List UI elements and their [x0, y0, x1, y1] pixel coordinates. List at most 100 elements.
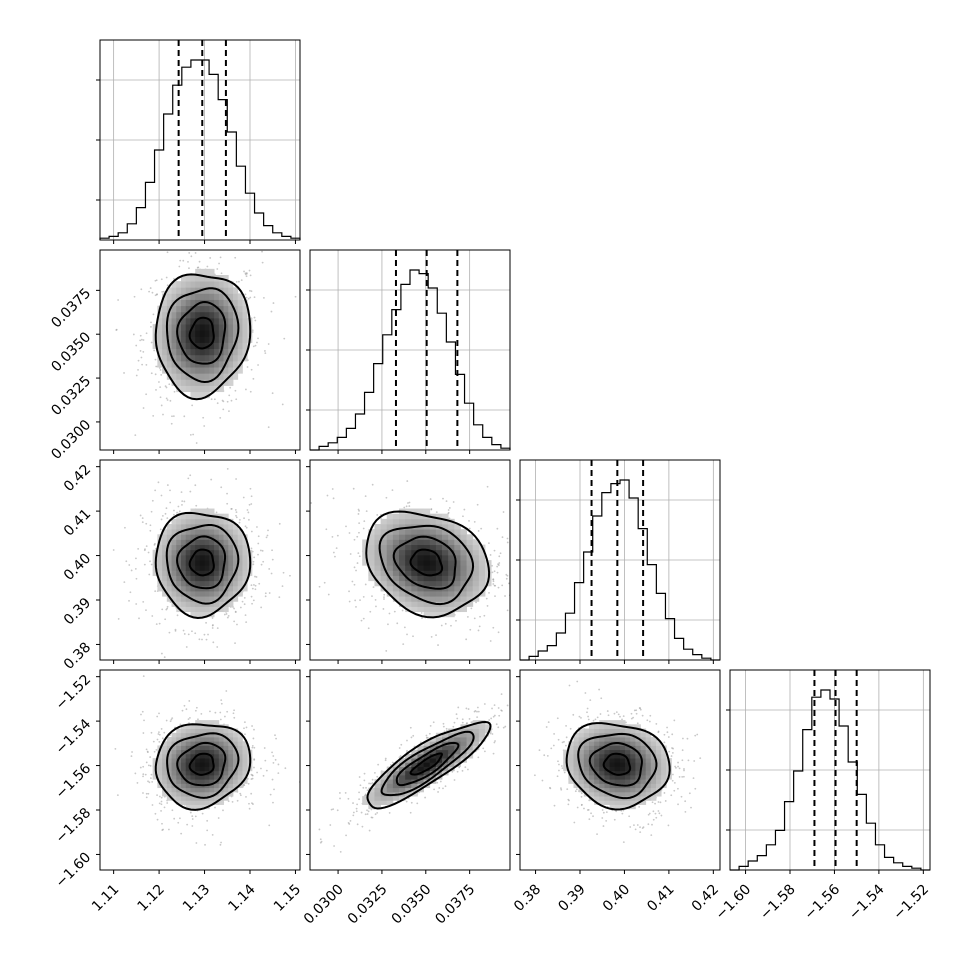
density-cell	[466, 570, 474, 576]
density-cell	[405, 601, 412, 607]
scatter-point	[477, 629, 480, 632]
density-cell	[199, 311, 206, 319]
scatter-point	[244, 272, 247, 275]
density-cell	[195, 741, 201, 746]
density-cell	[237, 529, 243, 535]
scatter-point	[486, 605, 489, 607]
density-cell	[209, 544, 215, 551]
density-cell	[171, 518, 177, 525]
density-cell	[171, 317, 177, 325]
scatter-point	[230, 399, 233, 402]
scatter-point	[183, 704, 186, 707]
scatter-point	[180, 832, 183, 835]
density-cell	[214, 745, 220, 751]
density-cell	[190, 580, 196, 587]
scatter-point	[191, 404, 194, 407]
scatter-point	[205, 621, 207, 624]
scatter-point	[187, 718, 190, 721]
density-cell	[195, 367, 201, 374]
density-cell	[399, 560, 406, 566]
density-cell	[233, 560, 239, 566]
scatter-point	[215, 511, 218, 514]
density-cell	[405, 596, 412, 602]
scatter-point	[144, 773, 147, 776]
scatter-point	[521, 597, 523, 599]
density-cell	[233, 732, 239, 738]
density-cell	[185, 385, 191, 393]
density-cell	[233, 758, 239, 763]
density-cell	[223, 299, 229, 307]
density-cell	[185, 732, 191, 738]
density-cell	[199, 779, 206, 784]
scatter-point	[160, 803, 163, 806]
density-cell	[233, 591, 239, 597]
density-cell	[417, 575, 424, 582]
density-cell	[442, 524, 449, 530]
scatter-point	[159, 386, 162, 389]
scatter-point	[368, 829, 371, 832]
scatter-point	[185, 708, 188, 711]
scatter-point	[145, 393, 148, 396]
scatter-point	[187, 260, 189, 263]
density-cell	[190, 391, 196, 399]
density-cell	[454, 560, 461, 566]
density-cell	[181, 342, 187, 350]
scatter-point	[348, 532, 351, 534]
scatter-point	[211, 833, 214, 836]
density-cell	[218, 745, 224, 751]
density-cell	[209, 565, 215, 571]
scatter-point	[179, 259, 182, 262]
scatter-point	[154, 373, 157, 376]
scatter-point	[254, 319, 257, 322]
scatter-point	[326, 494, 329, 497]
density-cell	[242, 305, 248, 313]
scatter-point	[473, 617, 476, 620]
hist-panel-3	[726, 669, 931, 874]
density-cell	[195, 544, 201, 551]
density-cell	[233, 753, 239, 759]
scatter-point	[407, 502, 409, 504]
density-cell	[466, 596, 474, 602]
density-cell	[195, 724, 201, 729]
density-cell	[190, 791, 196, 797]
density-cell	[195, 513, 201, 520]
density-cell	[237, 311, 243, 319]
density-cell	[214, 720, 220, 725]
density-cell	[392, 549, 400, 556]
density-cell	[214, 565, 220, 571]
scatter-point	[194, 815, 197, 818]
scatter-point	[442, 722, 445, 725]
scatter-point	[355, 807, 358, 810]
density-cell	[166, 745, 172, 751]
histogram-0	[99, 59, 301, 240]
density-cell	[223, 766, 229, 772]
scatter-point	[435, 634, 437, 637]
density-cell	[190, 783, 196, 789]
scatter-point	[364, 583, 367, 586]
scatter-point	[244, 293, 247, 296]
scatter-point	[177, 505, 180, 508]
density-cell	[411, 539, 418, 546]
density-cell	[392, 518, 400, 525]
density-cell	[195, 585, 201, 592]
scatter-point	[400, 743, 403, 746]
scatter-point	[250, 290, 253, 293]
density-cell	[166, 360, 172, 368]
density-cell	[181, 596, 187, 602]
density-cell	[199, 275, 206, 282]
density-cell	[195, 804, 201, 810]
density-cell	[195, 311, 201, 319]
density-cell	[386, 580, 394, 587]
density-cell	[233, 596, 239, 602]
density-cell	[171, 753, 177, 759]
scatter-point	[442, 725, 445, 728]
scatter-point	[139, 350, 142, 352]
scatter-point	[149, 529, 152, 532]
scatter-point	[191, 818, 194, 820]
scatter-point	[251, 774, 254, 777]
density-cell	[204, 737, 210, 742]
density-cell	[417, 606, 424, 613]
density-cell	[435, 591, 443, 597]
scatter-point	[151, 499, 154, 502]
density-cell	[195, 373, 201, 380]
